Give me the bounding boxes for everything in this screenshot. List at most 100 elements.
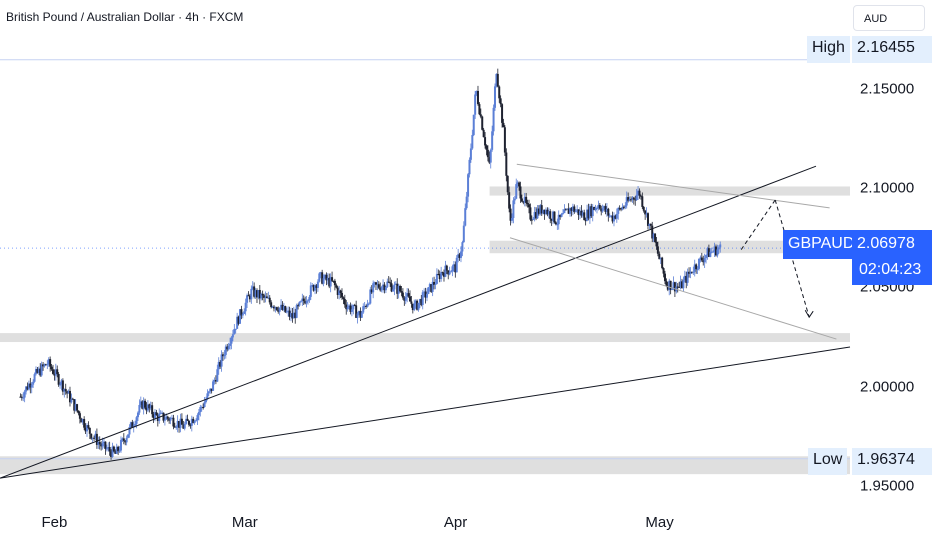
candle-body bbox=[250, 288, 253, 300]
candle-body bbox=[155, 412, 158, 416]
candle-body bbox=[370, 289, 373, 293]
candle-body bbox=[427, 287, 430, 294]
candle-body bbox=[193, 421, 196, 423]
candle-body bbox=[94, 433, 97, 438]
candle-body bbox=[135, 417, 138, 424]
candle-body bbox=[597, 204, 600, 208]
candle-body bbox=[234, 328, 237, 330]
candle-body bbox=[349, 305, 352, 312]
candle-body bbox=[556, 224, 559, 226]
candle-body bbox=[95, 433, 98, 445]
candle-body bbox=[574, 210, 577, 213]
candle-body bbox=[713, 246, 716, 252]
candle-body bbox=[207, 391, 210, 394]
candle-body bbox=[428, 284, 431, 288]
candle-body bbox=[591, 207, 594, 217]
candle-body bbox=[263, 295, 266, 298]
candle-body bbox=[112, 446, 115, 452]
candle-body bbox=[187, 420, 190, 425]
candle-body bbox=[661, 257, 664, 269]
price-tick-label: 2.15000 bbox=[860, 80, 915, 98]
candle-body bbox=[442, 272, 445, 277]
candle-body bbox=[372, 283, 375, 293]
candle-body bbox=[464, 208, 467, 226]
candle-body bbox=[434, 283, 437, 285]
low-zone bbox=[0, 456, 850, 475]
candle-body bbox=[600, 208, 603, 212]
candle-body bbox=[121, 438, 124, 440]
candle-body bbox=[190, 418, 193, 426]
candle-body bbox=[583, 212, 586, 221]
candle-body bbox=[671, 288, 674, 290]
candle-body bbox=[26, 386, 29, 390]
candle-body bbox=[390, 283, 393, 292]
candle-body bbox=[457, 254, 460, 258]
candle-body bbox=[46, 364, 49, 366]
candle-body bbox=[584, 220, 587, 222]
candle-body bbox=[525, 196, 528, 203]
candle-body bbox=[655, 241, 658, 247]
candle-body bbox=[594, 207, 597, 210]
candle-body bbox=[628, 199, 631, 201]
candle-body bbox=[668, 280, 671, 290]
candle-body bbox=[274, 307, 277, 309]
currency-selector[interactable]: AUD bbox=[853, 5, 925, 31]
candle-body bbox=[648, 223, 651, 226]
candle-body bbox=[577, 209, 580, 216]
candle-body bbox=[621, 206, 624, 210]
candle-body bbox=[481, 116, 484, 130]
candle-body bbox=[312, 285, 315, 291]
candle-body bbox=[265, 296, 268, 299]
candle-body bbox=[83, 419, 86, 428]
candle-body bbox=[465, 196, 468, 209]
candle-body bbox=[455, 257, 458, 273]
candle-body bbox=[513, 198, 516, 201]
candle-body bbox=[462, 225, 465, 243]
candle-body bbox=[686, 271, 689, 283]
candle-body bbox=[270, 302, 273, 307]
candle-body bbox=[578, 210, 581, 216]
candle-body bbox=[373, 282, 376, 284]
candle-body bbox=[689, 271, 692, 274]
candle-body bbox=[213, 379, 216, 382]
candle-body bbox=[248, 295, 251, 300]
candle-body bbox=[682, 280, 685, 289]
candle-body bbox=[168, 418, 171, 421]
candle-body bbox=[706, 248, 709, 256]
candle-body bbox=[612, 215, 615, 222]
candle-body bbox=[91, 437, 94, 439]
candle-body bbox=[93, 437, 96, 439]
candle-body bbox=[424, 291, 427, 298]
candle-body bbox=[615, 213, 618, 219]
candle-body bbox=[139, 401, 142, 405]
candle-body bbox=[115, 446, 118, 454]
candle-body bbox=[20, 396, 23, 398]
candle-body bbox=[571, 206, 574, 211]
candle-body bbox=[47, 359, 50, 365]
candle-body bbox=[360, 312, 363, 318]
candle-body bbox=[532, 218, 535, 220]
candle-body bbox=[529, 207, 532, 220]
candle-body bbox=[608, 215, 611, 217]
candle-body bbox=[49, 359, 52, 367]
candle-body bbox=[379, 287, 382, 291]
candle-body bbox=[695, 264, 698, 270]
candle-body bbox=[362, 306, 365, 313]
candle-body bbox=[638, 190, 641, 196]
candle-body bbox=[110, 451, 113, 457]
candle-body bbox=[338, 290, 341, 295]
candle-body bbox=[522, 201, 525, 203]
candle-body bbox=[382, 284, 385, 287]
candle-body bbox=[693, 264, 696, 272]
candle-body bbox=[468, 159, 471, 175]
time-tick-label: May bbox=[645, 514, 674, 531]
candle-body bbox=[586, 209, 589, 221]
candle-body bbox=[458, 254, 461, 258]
low-label: Low bbox=[808, 448, 848, 475]
candle-body bbox=[688, 271, 691, 274]
candle-body bbox=[639, 195, 642, 197]
candle-body bbox=[484, 137, 487, 146]
candle-body bbox=[131, 422, 134, 428]
candle-body bbox=[44, 364, 47, 366]
